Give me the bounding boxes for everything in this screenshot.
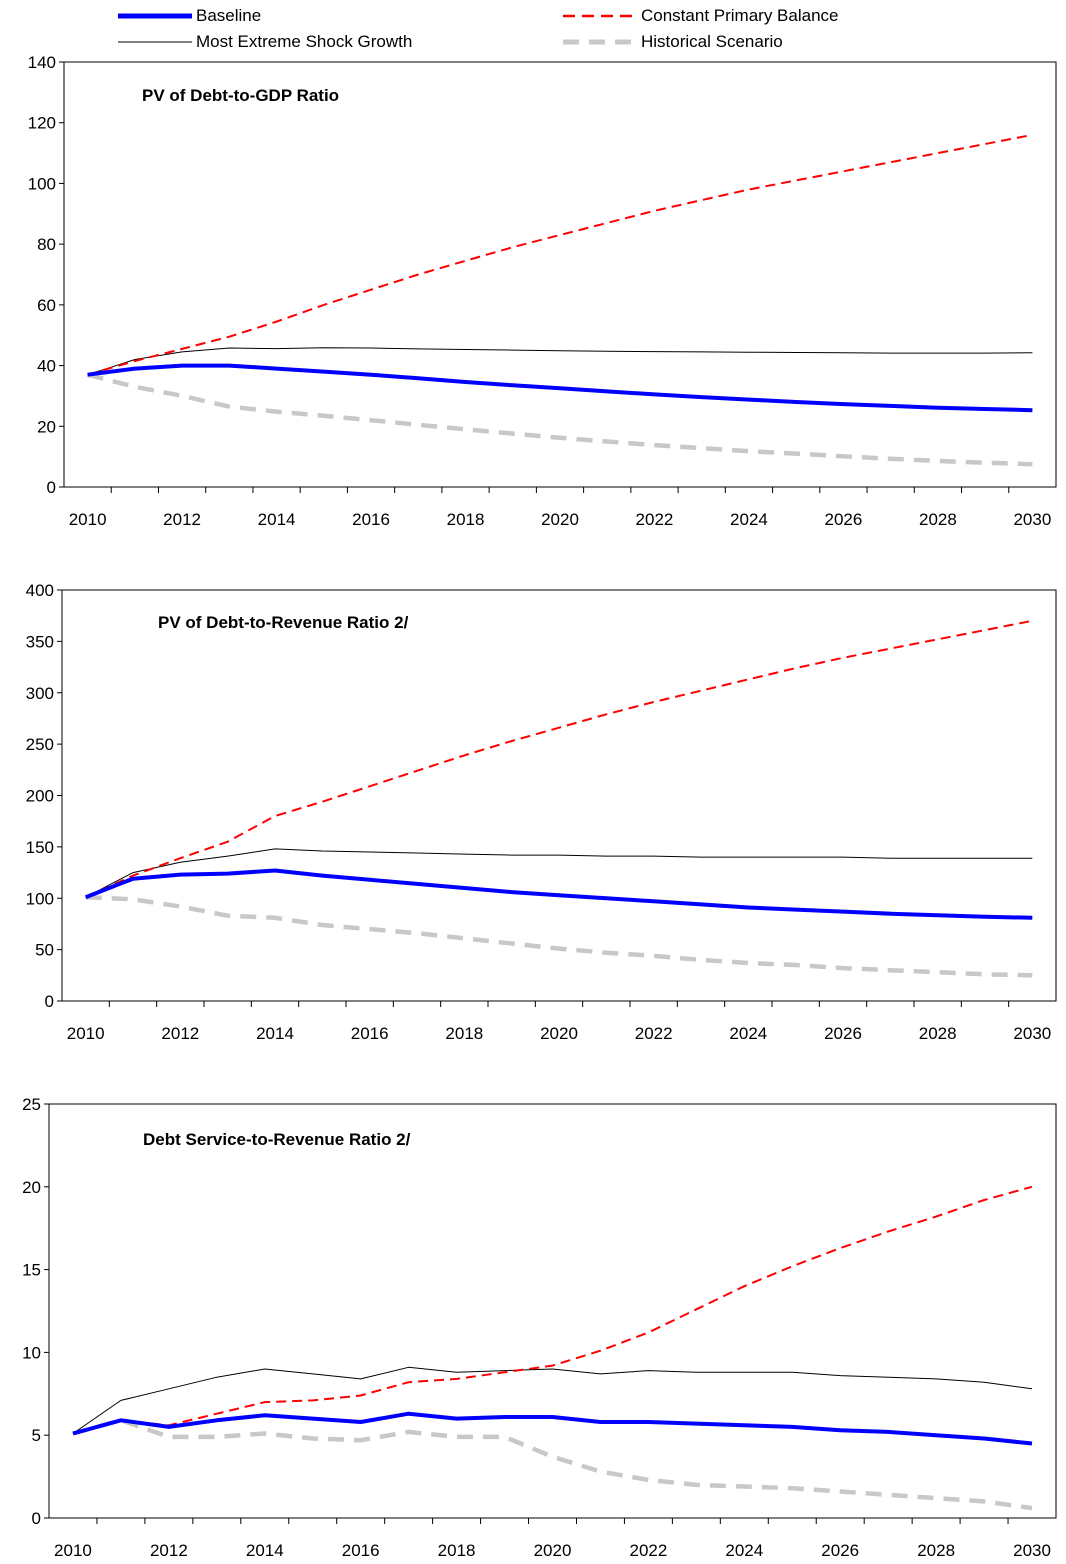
- y-tick-label: 20: [37, 417, 56, 436]
- legend-label-baseline: Baseline: [196, 6, 262, 25]
- legend: Baseline Constant Primary Balance Most E…: [0, 0, 1066, 56]
- series-line-baseline: [72, 1411, 1033, 1446]
- legend-swatch-most-extreme-shock-growth: [118, 41, 192, 43]
- y-tick-label: 15: [22, 1261, 41, 1280]
- legend-item-baseline: Baseline: [118, 5, 261, 27]
- chart-panel-3: 0 5 10 15 20 25 2010 2012 2014 2016 2018 2020 2022 20…: [22, 1095, 1057, 1560]
- x-tick-label: 2024: [725, 1541, 763, 1560]
- legend-label-historical-scenario: Historical Scenario: [641, 32, 783, 51]
- x-tick-label: 2010: [67, 1024, 105, 1043]
- x-tick-label: 2016: [342, 1541, 380, 1560]
- legend-label-most-extreme-shock-growth: Most Extreme Shock Growth: [196, 32, 413, 51]
- y-tick-label: 0: [32, 1509, 41, 1528]
- y-tick-label: 40: [37, 357, 56, 376]
- chart-title: Debt Service-to-Revenue Ratio 2/: [143, 1130, 411, 1149]
- chart-panel-2: 0 50 100 150 200 250 300 350 400 2010 2012 2014 2016…: [26, 581, 1057, 1043]
- x-tick-label: 2014: [246, 1541, 284, 1560]
- plot-area-frame: [61, 589, 1057, 1002]
- y-tick-label: 0: [47, 478, 56, 497]
- y-tick-label: 80: [37, 235, 56, 254]
- y-tick-label: 400: [26, 581, 54, 600]
- legend-item-most-extreme-shock-growth: Most Extreme Shock Growth: [118, 31, 412, 53]
- x-tick-label: 2020: [540, 1024, 578, 1043]
- plot-area-frame: [63, 61, 1057, 488]
- y-tick-label: 120: [28, 114, 56, 133]
- x-tick-label: 2018: [445, 1024, 483, 1043]
- y-tick-label: 20: [22, 1178, 41, 1197]
- x-tick-label: 2010: [54, 1541, 92, 1560]
- x-tick-label: 2010: [69, 510, 107, 529]
- x-tick-label: 2014: [256, 1024, 294, 1043]
- y-tick-label: 100: [28, 174, 56, 193]
- y-tick-label: 60: [37, 296, 56, 315]
- x-tick-label: 2014: [258, 510, 296, 529]
- series-line-historical-scenario: [85, 894, 1033, 978]
- y-tick-label: 200: [26, 787, 54, 806]
- x-tick-label: 2026: [821, 1541, 859, 1560]
- x-tick-label: 2030: [1013, 1024, 1051, 1043]
- chart-title: PV of Debt-to-GDP Ratio: [142, 86, 339, 105]
- x-tick-label: 2026: [824, 1024, 862, 1043]
- x-tick-label: 2022: [629, 1541, 667, 1560]
- x-tick-label: 2022: [635, 1024, 673, 1043]
- series-line-constant-primary-balance: [87, 133, 1033, 376]
- x-tick-label: 2024: [730, 510, 768, 529]
- legend-item-constant-primary-balance: Constant Primary Balance: [563, 5, 838, 27]
- x-tick-label: 2018: [438, 1541, 476, 1560]
- series-line-constant-primary-balance: [85, 619, 1033, 899]
- series-line-most-extreme-shock-growth: [87, 347, 1033, 376]
- y-tick-label: 250: [26, 735, 54, 754]
- x-tick-label: 2012: [163, 510, 201, 529]
- chart-title: PV of Debt-to-Revenue Ratio 2/: [158, 613, 409, 632]
- x-tick-label: 2028: [919, 1024, 957, 1043]
- x-tick-label: 2026: [825, 510, 863, 529]
- x-tick-label: 2020: [541, 510, 579, 529]
- x-tick-label: 2030: [1013, 510, 1051, 529]
- series-line-historical-scenario: [87, 372, 1033, 467]
- y-tick-label: 350: [26, 632, 54, 651]
- x-tick-label: 2028: [919, 510, 957, 529]
- y-tick-label: 100: [26, 889, 54, 908]
- legend-label-constant-primary-balance: Constant Primary Balance: [641, 6, 839, 25]
- y-tick-label: 150: [26, 838, 54, 857]
- y-tick-label: 0: [45, 992, 54, 1011]
- series-line-baseline: [84, 868, 1033, 920]
- x-tick-label: 2020: [534, 1541, 572, 1560]
- x-tick-label: 2012: [150, 1541, 188, 1560]
- plot-area-frame: [48, 1103, 1057, 1519]
- x-tick-label: 2030: [1013, 1541, 1051, 1560]
- y-tick-label: 300: [26, 684, 54, 703]
- x-tick-label: 2016: [352, 510, 390, 529]
- legend-swatch-historical-scenario: [563, 39, 637, 45]
- legend-swatch-constant-primary-balance: [563, 14, 637, 18]
- x-tick-label: 2018: [447, 510, 485, 529]
- y-tick-label: 10: [22, 1343, 41, 1362]
- x-tick-label: 2016: [351, 1024, 389, 1043]
- series-line-most-extreme-shock-growth: [72, 1366, 1033, 1434]
- y-tick-label: 140: [28, 53, 56, 72]
- x-tick-label: 2022: [636, 510, 674, 529]
- y-tick-label: 25: [22, 1095, 41, 1114]
- series-line-baseline: [87, 363, 1033, 413]
- y-tick-label: 5: [32, 1426, 41, 1445]
- chart-panel-1: 0 20 40 60 80 100 120 140 2010 2012 2014 2016 2018 20…: [28, 53, 1057, 529]
- series-line-historical-scenario: [72, 1418, 1033, 1511]
- legend-swatch-baseline: [118, 13, 192, 19]
- x-tick-label: 2024: [729, 1024, 767, 1043]
- legend-item-historical-scenario: Historical Scenario: [563, 31, 783, 53]
- series-line-most-extreme-shock-growth: [85, 848, 1033, 898]
- y-tick-label: 50: [35, 941, 54, 960]
- x-tick-label: 2028: [917, 1541, 955, 1560]
- series-line-constant-primary-balance: [72, 1185, 1033, 1435]
- x-tick-label: 2012: [161, 1024, 199, 1043]
